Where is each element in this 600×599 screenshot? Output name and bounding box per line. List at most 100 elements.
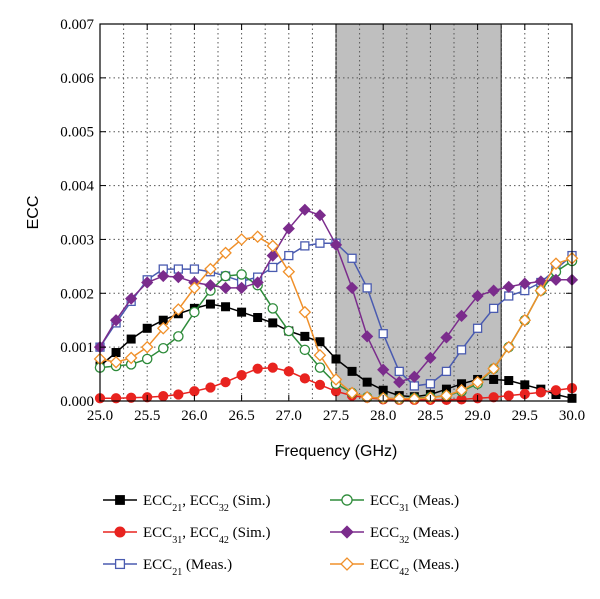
data-point [534, 284, 548, 297]
data-point [549, 273, 563, 286]
data-point [299, 344, 311, 356]
y-tick-label: 0.000 [60, 394, 94, 410]
data-point [266, 239, 280, 253]
x-tick-label: 28.0 [370, 408, 396, 424]
x-tick-label: 25.5 [134, 408, 160, 424]
x-tick-labels: 25.0 25.5 26.0 26.5 27.0 27.5 28.0 28.5 29.0 29.5… [87, 408, 585, 424]
x-tick-label: 28.5 [417, 408, 443, 424]
data-point [362, 377, 372, 387]
data-point [520, 380, 530, 390]
data-point [378, 329, 388, 339]
legend-marker [115, 495, 125, 505]
legend-item-6: ECC42 (Meas.) [330, 557, 459, 578]
data-point [300, 331, 310, 341]
data-point [487, 284, 500, 297]
data-point [156, 321, 170, 335]
x-tick-label: 25.0 [87, 408, 113, 424]
x-tick-label: 26.0 [181, 408, 207, 424]
data-point [408, 370, 421, 383]
data-point [282, 265, 296, 279]
x-tick-label: 29.0 [464, 408, 490, 424]
data-point [251, 276, 264, 289]
data-point [503, 390, 514, 401]
data-point [360, 390, 374, 404]
data-point [251, 230, 264, 244]
data-point [266, 249, 279, 262]
data-point [267, 362, 278, 373]
data-point [109, 314, 123, 327]
data-point [157, 269, 170, 283]
legend-marker [340, 557, 354, 571]
data-point [140, 340, 154, 354]
data-point [549, 257, 563, 270]
data-point [237, 307, 247, 317]
data-point [189, 264, 200, 274]
data-point [504, 376, 514, 386]
y-tick-label: 0.006 [60, 71, 94, 87]
y-tick-label: 0.003 [60, 232, 94, 248]
data-point [298, 203, 311, 216]
data-point [347, 366, 357, 376]
data-point [504, 291, 514, 301]
data-point [173, 331, 184, 342]
x-tick-label: 30.0 [559, 408, 585, 424]
data-point [472, 323, 483, 333]
legend-item-5: ECC32 (Meas.) [330, 525, 459, 546]
y-tick-label: 0.002 [60, 286, 94, 302]
data-point [535, 387, 546, 398]
x-tick-label: 29.5 [512, 408, 538, 424]
data-point [141, 276, 154, 289]
legend-item-1: ECC21, ECC32 (Sim.) [103, 493, 271, 514]
data-point [235, 233, 248, 246]
data-point [550, 385, 562, 396]
legend-label: ECC31, ECC42 (Sim.) [143, 525, 271, 546]
y-tick-labels: 0.000 0.001 0.002 0.003 0.004 0.005 0.006 0.007 [60, 17, 94, 410]
data-point [314, 362, 326, 373]
data-point [345, 281, 359, 295]
data-point [347, 253, 357, 263]
data-point [283, 366, 294, 377]
y-tick-label: 0.004 [60, 179, 94, 195]
data-point [502, 280, 515, 293]
data-point [141, 353, 153, 365]
data-point [221, 302, 231, 312]
data-point [189, 386, 200, 397]
data-point [518, 277, 531, 290]
data-point [111, 348, 121, 358]
data-point [345, 386, 359, 400]
x-tick-label: 26.5 [228, 408, 254, 424]
data-point [488, 392, 499, 403]
data-point [204, 279, 217, 292]
legend-marker [341, 494, 353, 506]
data-point [455, 383, 468, 397]
data-point [329, 238, 343, 251]
x-axis-label: Frequency (GHz) [275, 443, 398, 460]
data-point [126, 392, 137, 403]
data-point [236, 269, 247, 280]
data-point [377, 363, 390, 376]
data-point [284, 250, 294, 261]
data-point [219, 281, 232, 295]
series-group [93, 203, 579, 406]
data-point [424, 351, 437, 365]
data-point [157, 342, 169, 354]
data-point [219, 246, 232, 260]
data-point [489, 374, 499, 384]
data-point [236, 370, 247, 381]
data-point [518, 313, 532, 327]
data-point [109, 355, 123, 369]
legend: ECC21, ECC32 (Sim.) ECC31, ECC42 (Sim.) EC… [103, 493, 459, 578]
data-point [267, 303, 279, 314]
legend-marker [114, 526, 126, 538]
shaded-band-rect [335, 23, 502, 402]
data-point [315, 238, 325, 248]
legend-label: ECC32 (Meas.) [370, 525, 459, 546]
data-point [124, 351, 138, 365]
data-point [471, 289, 484, 303]
data-point [252, 363, 263, 374]
plot-frame [99, 23, 573, 402]
data-point [313, 348, 327, 362]
x-tick-label: 27.5 [323, 408, 349, 424]
data-point [299, 373, 310, 384]
